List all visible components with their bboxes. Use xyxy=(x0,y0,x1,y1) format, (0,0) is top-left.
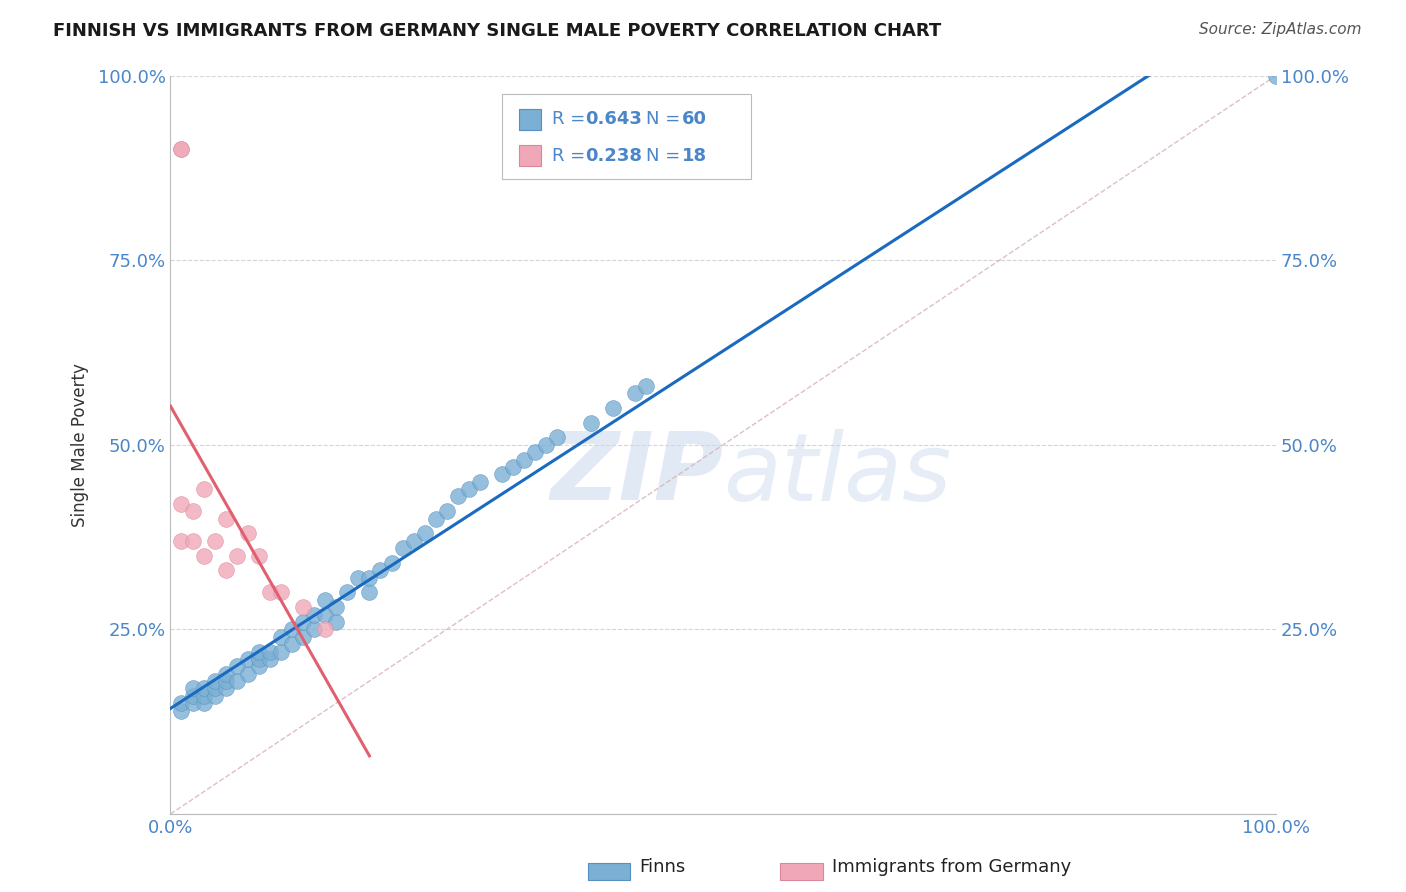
Text: R =: R = xyxy=(551,111,591,128)
FancyBboxPatch shape xyxy=(519,145,541,166)
Point xyxy=(215,666,238,681)
Point xyxy=(204,533,226,548)
Point xyxy=(458,482,481,496)
Point xyxy=(524,445,547,459)
Point xyxy=(325,600,347,615)
Point xyxy=(247,659,270,673)
Point xyxy=(181,681,204,696)
Point xyxy=(193,549,215,563)
Point xyxy=(513,452,536,467)
Text: Source: ZipAtlas.com: Source: ZipAtlas.com xyxy=(1198,22,1361,37)
Point xyxy=(502,459,524,474)
Text: 0.238: 0.238 xyxy=(585,147,643,165)
Point xyxy=(259,644,281,658)
Point xyxy=(236,526,259,541)
Point xyxy=(247,652,270,666)
Point xyxy=(225,659,247,673)
FancyBboxPatch shape xyxy=(519,109,541,129)
Point xyxy=(259,585,281,599)
Point xyxy=(181,533,204,548)
Point xyxy=(247,549,270,563)
Point xyxy=(391,541,413,556)
Point xyxy=(292,615,315,629)
Point xyxy=(170,704,193,718)
Point xyxy=(236,652,259,666)
Text: N =: N = xyxy=(645,147,686,165)
Point xyxy=(193,681,215,696)
Point xyxy=(170,142,193,156)
Point xyxy=(370,563,392,577)
Text: ZIP: ZIP xyxy=(550,428,723,520)
Text: N =: N = xyxy=(645,111,686,128)
Point xyxy=(314,592,336,607)
Point xyxy=(579,416,602,430)
Point xyxy=(193,689,215,703)
Point xyxy=(325,615,347,629)
Point xyxy=(380,556,402,570)
Point xyxy=(546,430,568,444)
Point xyxy=(468,475,491,489)
Point xyxy=(302,607,325,622)
Point xyxy=(359,571,381,585)
Point xyxy=(215,511,238,525)
Point xyxy=(170,497,193,511)
Point xyxy=(281,623,304,637)
Point xyxy=(402,533,425,548)
FancyBboxPatch shape xyxy=(502,94,751,179)
Point xyxy=(436,504,458,518)
Point xyxy=(281,637,304,651)
Point xyxy=(193,482,215,496)
Point xyxy=(193,696,215,710)
Point xyxy=(215,563,238,577)
Text: 18: 18 xyxy=(682,147,707,165)
Text: atlas: atlas xyxy=(723,429,952,520)
Point xyxy=(491,467,513,482)
Point xyxy=(347,571,370,585)
Point xyxy=(359,585,381,599)
Text: 0.643: 0.643 xyxy=(585,111,643,128)
Point xyxy=(270,585,292,599)
Text: 60: 60 xyxy=(682,111,707,128)
Point xyxy=(270,630,292,644)
Point xyxy=(204,681,226,696)
Point xyxy=(181,689,204,703)
Point xyxy=(602,401,624,415)
Point xyxy=(292,630,315,644)
Point xyxy=(247,644,270,658)
Point xyxy=(170,533,193,548)
Point xyxy=(314,623,336,637)
Point xyxy=(413,526,436,541)
Point xyxy=(634,378,657,392)
Point xyxy=(623,386,645,401)
Point xyxy=(170,142,193,156)
Text: Immigrants from Germany: Immigrants from Germany xyxy=(832,858,1071,876)
Point xyxy=(236,666,259,681)
Point xyxy=(302,623,325,637)
Point xyxy=(259,652,281,666)
Point xyxy=(204,674,226,689)
Point xyxy=(447,490,470,504)
Point xyxy=(204,689,226,703)
Point xyxy=(170,696,193,710)
Point xyxy=(181,696,204,710)
Point xyxy=(270,644,292,658)
Point xyxy=(292,600,315,615)
Point xyxy=(215,681,238,696)
Point xyxy=(425,511,447,525)
Point xyxy=(225,674,247,689)
Point xyxy=(1265,69,1288,83)
Point xyxy=(215,674,238,689)
Text: Finns: Finns xyxy=(640,858,686,876)
Point xyxy=(181,504,204,518)
Point xyxy=(536,438,558,452)
Text: FINNISH VS IMMIGRANTS FROM GERMANY SINGLE MALE POVERTY CORRELATION CHART: FINNISH VS IMMIGRANTS FROM GERMANY SINGL… xyxy=(53,22,942,40)
Point xyxy=(336,585,359,599)
Point xyxy=(314,607,336,622)
Point xyxy=(225,549,247,563)
Y-axis label: Single Male Poverty: Single Male Poverty xyxy=(72,363,89,526)
Text: R =: R = xyxy=(551,147,591,165)
